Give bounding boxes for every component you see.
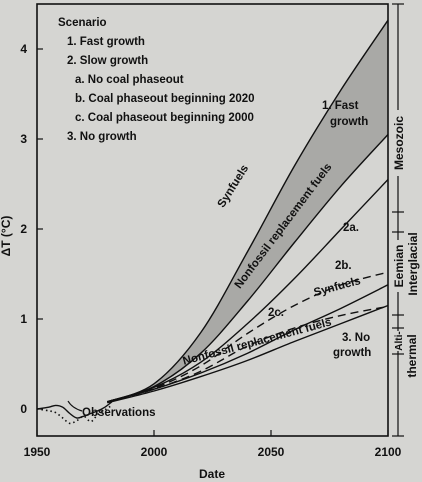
eemian-label-bg bbox=[393, 240, 404, 292]
x-tick-label: 1950 bbox=[24, 445, 51, 459]
legend-item: 3. No growth bbox=[67, 131, 137, 143]
period-alti: Alti- bbox=[394, 331, 405, 350]
label-fast-growth-2: growth bbox=[330, 116, 368, 128]
label-no-growth: 3. No bbox=[342, 332, 370, 344]
legend-title: Scenario bbox=[58, 17, 107, 29]
period-eemian: Eemian bbox=[392, 245, 406, 288]
x-tick-label: 2000 bbox=[141, 445, 168, 459]
observations-layer bbox=[36, 401, 113, 425]
label-synfuels-fast: Synfuels bbox=[216, 163, 252, 210]
legend-item: c. Coal phaseout beginning 2000 bbox=[75, 112, 254, 124]
legend-item: b. Coal phaseout beginning 2020 bbox=[75, 93, 255, 105]
alti-label-bg bbox=[393, 331, 404, 351]
legend-item: a. No coal phaseout bbox=[75, 74, 184, 86]
y-axis-title: ΔT (°C) bbox=[0, 216, 13, 257]
x-axis-title: Date bbox=[199, 467, 225, 481]
label-nonfossil-fast: Nonfossil replacement fuels bbox=[233, 161, 335, 291]
period-mesozoic: Mesozoic bbox=[392, 116, 406, 170]
label-fast-growth: 1. Fast bbox=[322, 100, 359, 112]
legend-item: 2. Slow growth bbox=[67, 55, 148, 67]
series-line-s1_synfuels bbox=[106, 19, 389, 403]
legend-item: 1. Fast growth bbox=[67, 36, 145, 48]
y-tick-label: 2 bbox=[20, 222, 27, 236]
plot-frame bbox=[36, 3, 389, 437]
y-tick-label: 4 bbox=[20, 42, 27, 56]
observations-leader bbox=[67, 400, 83, 412]
mesozoic-label-bg bbox=[393, 110, 404, 176]
plot-area: 1950 2000 2050 2100 0 1 2 3 4 bbox=[20, 3, 402, 459]
label-synfuels-slow: Synfuels bbox=[313, 275, 362, 299]
label-observations: Observations bbox=[82, 407, 156, 419]
period-interglacial: Interglacial bbox=[406, 232, 420, 295]
series-line-s2c bbox=[107, 305, 389, 403]
series-line-s3_synfuels bbox=[107, 284, 389, 403]
label-2c: 2c. bbox=[268, 307, 284, 319]
y-tick-label: 1 bbox=[20, 312, 27, 326]
x-tick-label: 2050 bbox=[258, 445, 285, 459]
series-line-s2b bbox=[107, 271, 389, 403]
y-tick-label: 3 bbox=[20, 132, 27, 146]
series-line-s3_nonfossil bbox=[107, 304, 389, 404]
series-line-s1_nonfossil bbox=[106, 134, 389, 403]
label-2b: 2b. bbox=[335, 260, 352, 272]
series-layer bbox=[106, 19, 389, 404]
label-no-growth-2: growth bbox=[333, 347, 371, 359]
tick-layer: 1950 2000 2050 2100 0 1 2 3 4 bbox=[20, 42, 401, 459]
period-thermal: thermal bbox=[405, 334, 419, 377]
observations-line bbox=[36, 401, 113, 419]
y-tick-label: 0 bbox=[20, 402, 27, 416]
label-2a: 2a. bbox=[343, 222, 359, 234]
period-scale: Mesozoic Eemian Interglacial Alti- therm… bbox=[392, 3, 420, 437]
x-tick-label: 2100 bbox=[375, 445, 402, 459]
legend: Scenario 1. Fast growth 2. Slow growth a… bbox=[58, 17, 255, 143]
series-line-s2a bbox=[106, 179, 389, 403]
